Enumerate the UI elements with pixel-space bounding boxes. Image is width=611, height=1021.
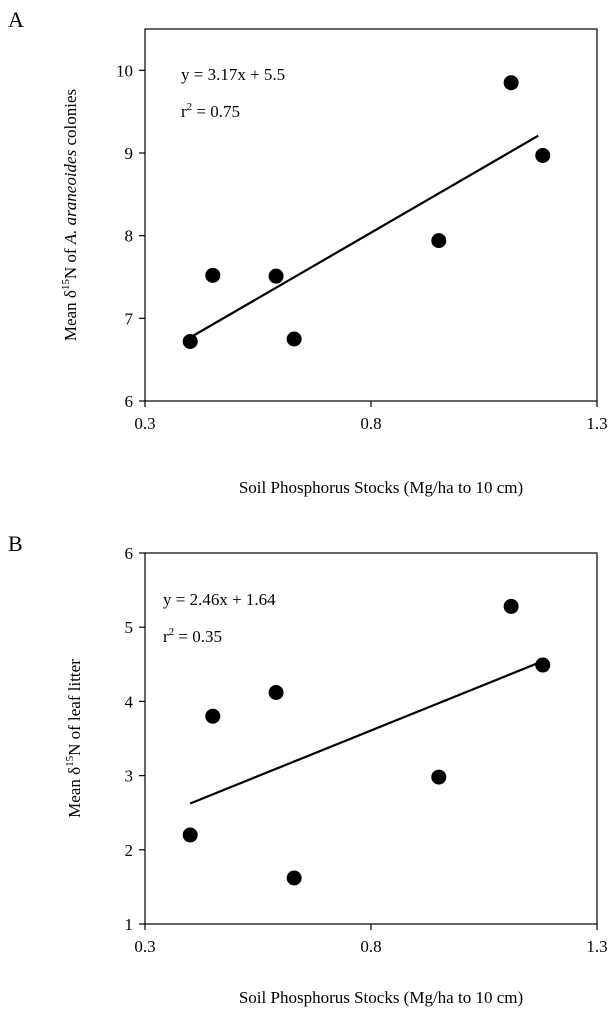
regression-equation: y = 2.46x + 1.64: [163, 590, 276, 609]
data-point: [268, 684, 284, 700]
data-point: [286, 331, 302, 347]
x-tick-label: 0.3: [134, 414, 155, 433]
y-axis: 1 2 3 4 5 6: [125, 544, 145, 934]
y-tick-label: 3: [125, 767, 134, 786]
x-axis-label: Soil Phosphorus Stocks (Mg/ha to 10 cm): [239, 478, 523, 497]
ylabel-mid: N of leaf litter: [65, 659, 84, 756]
data-point: [182, 333, 198, 349]
y-axis: 6 7 8 9 10: [116, 61, 145, 411]
y-tick-label: 5: [125, 618, 134, 637]
trendline: [189, 134, 539, 339]
data-point: [535, 657, 551, 673]
plot-frame: [144, 28, 598, 402]
panel-letter: B: [8, 531, 23, 556]
panel-a: A 0.3 0.8 1.3 6 7 8 9 10 y = 3.17x + 5.5 r2 = …: [8, 7, 608, 497]
r-squared: r2 = 0.75: [181, 101, 240, 121]
ylabel-suffix: colonies: [61, 89, 80, 150]
x-axis: 0.3 0.8 1.3: [134, 401, 608, 433]
data-point: [205, 708, 221, 724]
ylabel-superscript: 15: [60, 279, 72, 291]
regression-equation: y = 3.17x + 5.5: [181, 65, 285, 84]
y-tick-label: 2: [125, 841, 134, 860]
r-squared: r2 = 0.35: [163, 626, 222, 646]
ylabel-prefix: Mean δ: [61, 290, 80, 341]
data-points: [182, 598, 551, 886]
y-tick-label: 9: [125, 144, 134, 163]
y-tick-label: 1: [125, 915, 134, 934]
x-axis: 0.3 0.8 1.3: [134, 924, 608, 956]
y-tick-label: 7: [125, 309, 134, 328]
trendline: [189, 661, 539, 805]
panel-letter: A: [8, 7, 24, 32]
ylabel-prefix: Mean δ: [65, 767, 84, 818]
data-point: [503, 75, 519, 91]
x-tick-label: 0.8: [360, 937, 381, 956]
ylabel-italic: A. araneoides: [61, 149, 80, 245]
ylabel-superscript: 15: [64, 755, 76, 767]
y-tick-label: 8: [125, 227, 134, 246]
x-axis-label: Soil Phosphorus Stocks (Mg/ha to 10 cm): [239, 988, 523, 1007]
data-point: [205, 267, 221, 283]
y-tick-label: 4: [125, 692, 134, 711]
y-tick-label: 6: [125, 544, 134, 563]
data-point: [431, 233, 447, 249]
data-point: [503, 598, 519, 614]
data-point: [535, 147, 551, 163]
data-points: [182, 75, 551, 349]
x-tick-label: 0.8: [360, 414, 381, 433]
y-tick-label: 10: [116, 61, 133, 80]
y-tick-label: 6: [125, 392, 134, 411]
data-point: [268, 268, 284, 284]
r2-superscript: 2: [187, 101, 193, 113]
r2-suffix: = 0.35: [174, 627, 222, 646]
data-point: [431, 769, 447, 785]
x-tick-label: 1.3: [586, 937, 607, 956]
y-axis-label: Mean δ15N of A. araneoides colonies: [60, 89, 80, 341]
y-axis-label: Mean δ15N of leaf litter: [64, 659, 84, 818]
x-tick-label: 1.3: [586, 414, 607, 433]
ylabel-mid: N of: [61, 244, 80, 279]
data-point: [182, 827, 198, 843]
x-tick-label: 0.3: [134, 937, 155, 956]
r2-prefix: r: [163, 627, 169, 646]
r2-prefix: r: [181, 102, 187, 121]
r2-superscript: 2: [169, 626, 175, 638]
data-point: [286, 870, 302, 886]
r2-suffix: = 0.75: [192, 102, 240, 121]
